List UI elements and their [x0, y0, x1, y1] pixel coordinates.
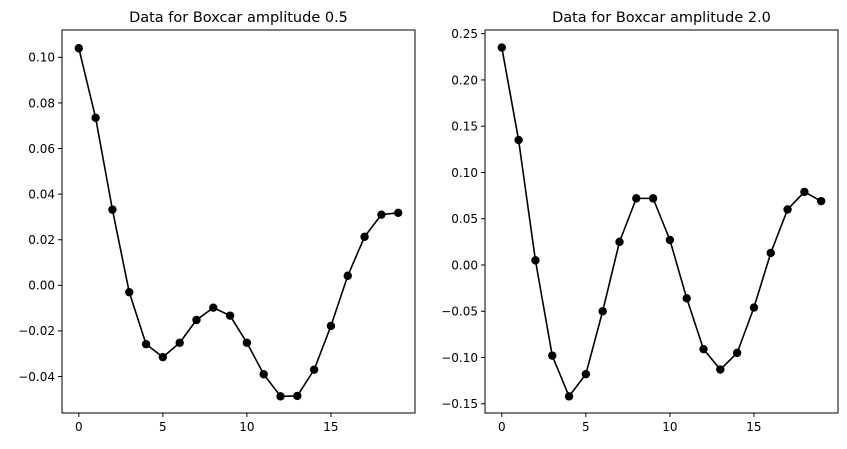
- data-point: [343, 271, 352, 280]
- y-tick-label: 0.00: [28, 279, 55, 293]
- series-line: [78, 48, 399, 398]
- x-tick-label: 15: [323, 420, 338, 434]
- y-tick-label: 0.04: [28, 187, 55, 201]
- series-line: [501, 47, 822, 398]
- data-point: [749, 303, 759, 312]
- y-tick-label: 0.02: [28, 233, 55, 247]
- data-point: [108, 205, 117, 214]
- data-point: [377, 210, 386, 219]
- data-point: [732, 348, 742, 358]
- x-tick-label: 5: [582, 420, 590, 434]
- plot-frame: [61, 29, 416, 414]
- y-tick-label: 0.10: [28, 51, 55, 65]
- data-point: [192, 315, 201, 325]
- x-tick-label: 10: [662, 420, 677, 434]
- data-point: [309, 365, 319, 374]
- chart-title: Data for Boxcar amplitude 2.0: [552, 10, 771, 26]
- data-point: [632, 194, 641, 203]
- data-point: [716, 365, 725, 374]
- y-tick-label: 0.08: [28, 96, 55, 110]
- x-tick-label: 15: [746, 420, 761, 434]
- data-point: [514, 135, 523, 145]
- data-point: [175, 338, 184, 347]
- data-point: [648, 194, 658, 203]
- data-point: [125, 287, 134, 297]
- y-tick-label: −0.05: [441, 305, 478, 319]
- x-tick-label: 0: [75, 420, 83, 434]
- chart-panel-2: Data for Boxcar amplitude 2.0 0 5 10 15 −0.15…: [441, 10, 839, 434]
- y-tick-label: 0.05: [451, 212, 478, 226]
- y-tick-label: 0.00: [451, 258, 478, 272]
- data-point: [497, 43, 507, 52]
- x-tick-label: 10: [239, 420, 254, 434]
- data-point: [665, 235, 675, 245]
- chart-title: Data for Boxcar amplitude 0.5: [129, 10, 348, 26]
- data-point: [141, 339, 151, 349]
- data-point: [326, 321, 336, 331]
- y-tick-label: −0.04: [18, 370, 55, 384]
- data-point: [548, 351, 557, 360]
- data-point: [259, 370, 268, 379]
- y-tick-label: −0.02: [18, 324, 55, 338]
- data-point: [276, 392, 285, 401]
- data-point: [816, 196, 826, 206]
- y-tick-label: 0.06: [28, 142, 55, 156]
- data-point: [699, 344, 708, 354]
- data-point: [766, 248, 775, 258]
- y-tick-label: −0.15: [441, 397, 478, 411]
- data-point: [158, 352, 168, 362]
- data-point: [800, 187, 809, 197]
- data-point: [225, 311, 235, 320]
- data-point: [293, 391, 302, 401]
- data-point: [564, 392, 574, 401]
- data-point: [531, 256, 540, 265]
- y-tick-label: 0.10: [451, 166, 478, 180]
- x-tick-label: 0: [498, 420, 506, 434]
- data-point: [615, 237, 624, 247]
- plot-frame: [484, 29, 839, 414]
- chart-panel-1: Data for Boxcar amplitude 0.5 0 5 10 15 −0.04…: [18, 10, 416, 434]
- y-tick-label: −0.10: [441, 351, 478, 365]
- y-tick-label: 0.20: [451, 73, 478, 87]
- data-point: [783, 205, 792, 214]
- data-point: [360, 232, 369, 241]
- x-tick-label: 5: [159, 420, 167, 434]
- data-point: [242, 338, 252, 347]
- data-point: [74, 44, 84, 53]
- data-point: [581, 369, 591, 379]
- data-point: [393, 208, 403, 218]
- data-point: [598, 307, 607, 316]
- data-point: [209, 303, 218, 312]
- data-point: [682, 294, 691, 303]
- data-point: [91, 113, 100, 122]
- y-tick-label: 0.25: [451, 27, 478, 41]
- y-tick-label: 0.15: [451, 120, 478, 134]
